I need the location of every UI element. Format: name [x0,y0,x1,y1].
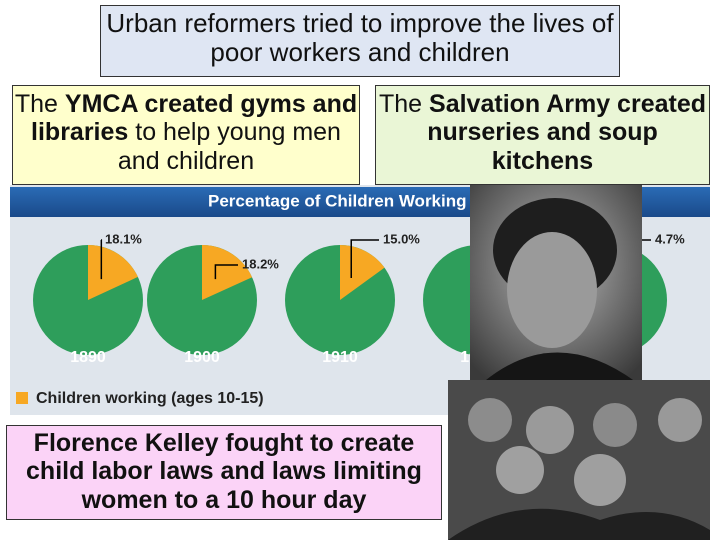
text: The [14,90,65,118]
text: YMCA created gyms and libraries [31,90,358,147]
callout-line [350,239,379,278]
legend-swatch [16,392,28,404]
kelley-box: Florence Kelley fought to create child l… [6,425,442,520]
text: The [379,90,430,118]
text: Florence Kelley fought to create child l… [26,429,422,514]
portrait-photo [470,185,642,385]
salvation-box: The Salvation Army created nurseries and… [375,85,710,185]
title-box: Urban reformers tried to improve the liv… [100,5,620,77]
value-label: 18.2% [242,256,279,271]
year-label: 1890 [70,349,106,366]
value-label: 15.0% [383,231,420,246]
title: Urban reformers tried to improve the liv… [106,8,614,68]
ymca-box: The YMCA created gyms and libraries to h… [12,85,360,185]
year-label: 1910 [322,349,358,366]
pie-slice [202,245,253,300]
year-label: 1900 [184,349,220,366]
pie-slice [88,245,138,300]
value-label: 4.7% [655,231,685,246]
value-label: 18.1% [105,231,142,246]
text: Salvation Army created nurseries and sou… [427,90,706,175]
children-photo [448,380,710,540]
chart-title: Percentage of Children Working [208,191,467,210]
callout-line [214,264,238,280]
legend-label: Children working (ages 10-15) [36,390,264,407]
text: to help young men and children [117,118,341,175]
